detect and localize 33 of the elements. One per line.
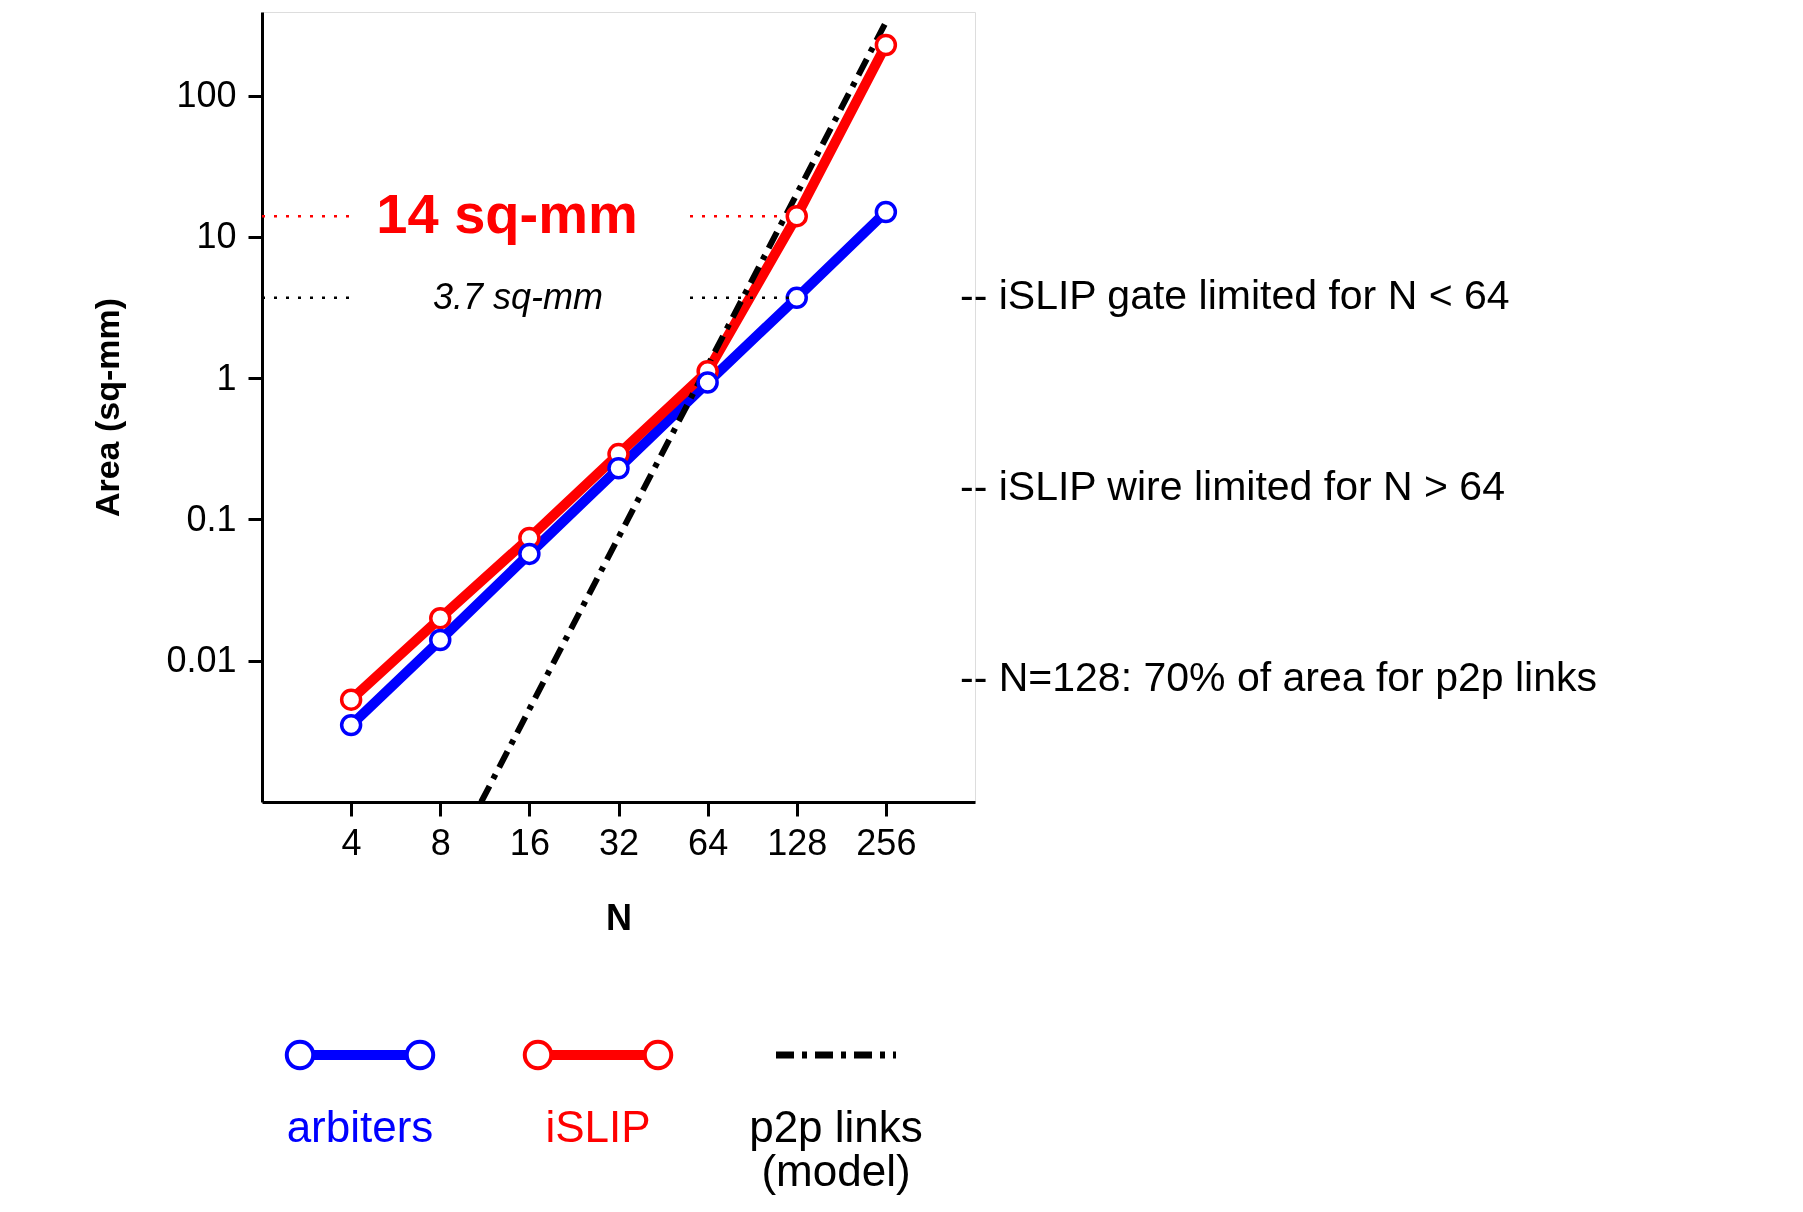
annotation: -- iSLIP wire limited for N > 64	[960, 463, 1505, 509]
annotation: -- N=128: 70% of area for p2p links	[960, 654, 1597, 700]
point	[429, 606, 452, 630]
y-tick-label: 100	[176, 74, 237, 116]
point	[607, 457, 630, 480]
legend-label: iSLIP	[545, 1102, 651, 1151]
y-axis-title: Area (sq-mm)	[88, 297, 127, 518]
point	[518, 542, 541, 566]
point	[429, 628, 452, 652]
point	[874, 200, 898, 224]
point	[785, 286, 808, 310]
point	[339, 713, 363, 737]
x-tick-label: 4	[341, 821, 362, 863]
legend-label: p2p links (model)	[749, 1102, 923, 1195]
point	[696, 371, 719, 394]
x-tick-label: 128	[767, 821, 828, 863]
ref-line-label: 14 sq-mm	[376, 182, 638, 246]
point	[339, 688, 363, 711]
x-axis-title: N	[606, 896, 632, 938]
legend-label: arbiters	[286, 1102, 434, 1151]
ref-line-label: 3.7 sq-mm	[432, 275, 604, 317]
x-tick-label: 64	[688, 821, 729, 863]
y-tick-label: 10	[196, 215, 237, 257]
y-tick-label: 1	[216, 356, 237, 398]
point	[874, 33, 898, 57]
point	[785, 204, 808, 228]
x-tick-label: 32	[598, 821, 640, 863]
x-tick-label: 256	[856, 821, 917, 863]
y-tick-label: 0.01	[166, 639, 237, 681]
annotation: -- iSLIP gate limited for N < 64	[960, 272, 1510, 318]
y-tick-label: 0.1	[186, 497, 237, 539]
x-tick-label: 16	[509, 821, 550, 863]
x-tick-label: 8	[430, 821, 451, 863]
